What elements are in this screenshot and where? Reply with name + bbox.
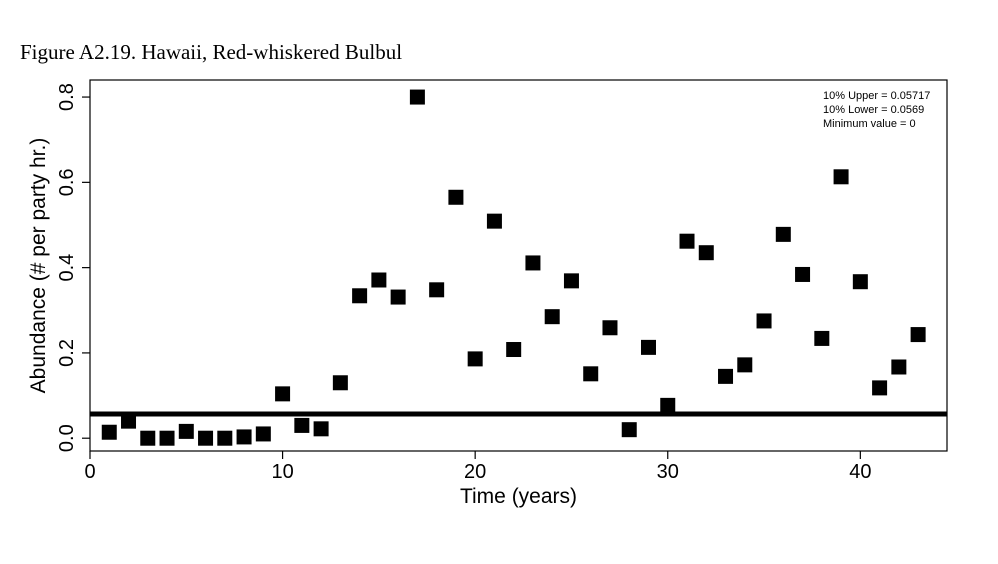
data-point-23 [525, 255, 541, 271]
data-point-37 [795, 266, 811, 282]
data-point-32 [698, 245, 714, 261]
data-point-19 [448, 189, 464, 205]
data-point-17 [409, 89, 425, 105]
data-point-15 [371, 272, 387, 288]
annotation-0: 10% Upper = 0.05717 [823, 90, 930, 102]
data-point-35 [756, 313, 772, 329]
data-point-29 [640, 339, 656, 355]
data-point-27 [602, 320, 618, 336]
y-tick-label-3: 0.6 [56, 168, 78, 196]
data-points [101, 89, 926, 446]
data-point-38 [814, 330, 830, 346]
data-point-30 [660, 397, 676, 413]
data-point-14 [352, 288, 368, 304]
data-point-39 [833, 169, 849, 185]
data-point-33 [718, 368, 734, 384]
data-point-6 [198, 430, 214, 446]
y-tick-label-1: 0.2 [56, 339, 78, 367]
y-tick-label-0: 0.0 [56, 424, 78, 452]
data-point-43 [910, 327, 926, 343]
data-point-1 [101, 424, 117, 440]
annotation-2: Minimum value = 0 [823, 118, 916, 130]
data-point-8 [236, 429, 252, 445]
data-point-10 [275, 386, 291, 402]
annotations: 10% Upper = 0.05717 10% Lower = 0.0569 Min… [823, 90, 930, 130]
data-point-4 [159, 430, 175, 446]
x-tick-label-10: 10 [271, 461, 293, 483]
data-point-28 [621, 422, 637, 438]
x-tick-label-0: 0 [84, 461, 95, 483]
y-tick-label-2: 0.4 [56, 254, 78, 282]
data-point-24 [544, 309, 560, 325]
x-tick-label-30: 30 [657, 461, 679, 483]
data-point-2 [121, 413, 137, 429]
annotation-1: 10% Lower = 0.0569 [823, 104, 924, 116]
x-axis-label: Time (years) [460, 485, 577, 508]
data-point-12 [313, 421, 329, 437]
data-point-31 [679, 233, 695, 249]
data-point-42 [891, 359, 907, 375]
x-tick-label-20: 20 [464, 461, 486, 483]
data-point-41 [872, 380, 888, 396]
y-axis-label: Abundance (# per party hr.) [27, 138, 50, 394]
data-point-3 [140, 430, 156, 446]
data-point-25 [563, 273, 579, 289]
data-point-11 [294, 417, 310, 433]
data-point-26 [583, 366, 599, 382]
figure-title: Figure A2.19. Hawaii, Red-whiskered Bulb… [20, 40, 403, 64]
data-point-9 [255, 426, 271, 442]
data-point-5 [178, 423, 194, 439]
data-point-34 [737, 357, 753, 373]
data-point-36 [775, 226, 791, 242]
data-point-18 [429, 282, 445, 298]
y-tick-label-4: 0.8 [56, 83, 78, 111]
data-point-40 [852, 274, 868, 290]
data-point-20 [467, 351, 483, 367]
data-point-13 [332, 375, 348, 391]
x-tick-label-40: 40 [849, 461, 871, 483]
data-point-7 [217, 430, 233, 446]
plot-frame [89, 79, 948, 452]
data-point-21 [486, 213, 502, 229]
y-axis: 0.0 0.2 0.4 0.6 0.8 [56, 83, 90, 452]
x-axis: 0 10 20 30 40 [84, 451, 871, 483]
data-point-22 [506, 342, 522, 358]
data-point-16 [390, 289, 406, 305]
